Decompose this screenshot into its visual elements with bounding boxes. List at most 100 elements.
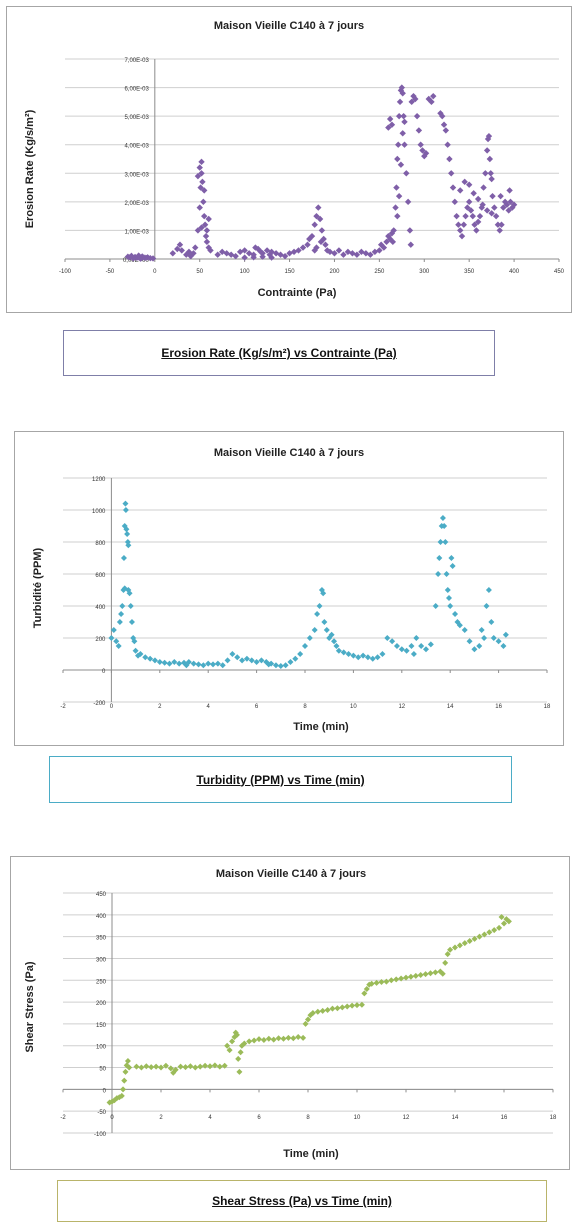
data-point — [452, 944, 458, 951]
x-tick-label: 0 — [153, 269, 157, 275]
data-point — [196, 164, 203, 171]
data-point — [321, 619, 328, 625]
data-point — [125, 542, 132, 549]
data-point — [384, 635, 391, 641]
data-point — [116, 619, 123, 625]
data-point — [113, 638, 120, 645]
data-point — [316, 215, 324, 223]
data-point — [486, 155, 494, 163]
data-point — [314, 1008, 321, 1015]
x-axis-label: Contrainte (Pa) — [258, 287, 337, 299]
x-tick-label: 6 — [257, 1115, 261, 1121]
data-point — [400, 112, 407, 120]
data-point — [488, 619, 495, 625]
data-point — [260, 1037, 267, 1044]
data-point — [295, 247, 302, 254]
data-point — [474, 218, 482, 226]
data-point — [135, 652, 142, 659]
data-point — [395, 192, 403, 200]
y-tick-label: -50 — [97, 1110, 106, 1116]
data-point — [329, 1005, 336, 1012]
data-point — [379, 651, 386, 657]
data-point — [258, 657, 265, 664]
data-point — [476, 933, 483, 940]
chart-title: Maison Vieille C140 à 7 jours — [214, 20, 364, 32]
data-point — [466, 938, 473, 944]
data-point — [147, 655, 154, 662]
data-point — [386, 115, 394, 123]
x-tick-label: 0 — [110, 704, 114, 710]
chart-panel-turbidity: Maison Vieille C140 à 7 jours -200 0 200 40… — [14, 431, 564, 746]
data-point — [251, 1037, 258, 1044]
data-point — [422, 150, 430, 157]
data-point — [413, 112, 421, 120]
data-point — [448, 555, 455, 561]
data-point — [447, 603, 454, 609]
y-tick-label: 400 — [96, 914, 107, 920]
data-point — [275, 1035, 282, 1042]
data-point — [446, 155, 453, 163]
data-point — [323, 627, 330, 633]
data-point — [344, 1003, 351, 1010]
data-point — [319, 1007, 326, 1014]
data-point — [491, 927, 498, 934]
data-point — [479, 201, 486, 208]
data-point — [214, 251, 221, 258]
x-tick-label: 6 — [255, 704, 259, 710]
x-tick-label: 150 — [285, 269, 296, 275]
y-axis-label: Turbidité (PPM) — [32, 547, 44, 628]
data-point — [478, 627, 485, 633]
data-point — [480, 184, 487, 191]
data-point — [190, 660, 197, 667]
data-point — [461, 178, 468, 186]
data-point — [196, 204, 203, 211]
x-tick-label: 400 — [509, 269, 520, 275]
data-point — [148, 1064, 155, 1071]
caption-text: Erosion Rate (Kg/s/m²) vs Contrainte (Pa… — [161, 346, 397, 360]
data-point — [471, 935, 478, 942]
data-point — [458, 232, 466, 240]
data-point — [205, 215, 212, 223]
y-axis-label: Erosion Rate (Kg/s/m²) — [24, 109, 36, 228]
data-point — [340, 649, 347, 656]
y-tick-label: 0 — [102, 669, 106, 675]
data-point — [224, 1042, 231, 1049]
data-point — [187, 1063, 194, 1070]
data-point — [120, 1086, 127, 1093]
data-point — [503, 916, 510, 923]
x-tick-label: 12 — [398, 704, 405, 710]
data-point — [339, 1004, 346, 1011]
data-point — [227, 251, 235, 258]
data-point — [126, 1064, 133, 1071]
data-point — [202, 232, 210, 240]
x-tick-label: 8 — [303, 704, 307, 710]
data-point — [505, 918, 512, 925]
data-point — [439, 970, 446, 977]
data-point — [353, 251, 361, 258]
x-tick-label: 200 — [329, 269, 340, 275]
data-point — [285, 1034, 292, 1041]
data-point — [435, 571, 442, 577]
data-point — [417, 972, 424, 979]
data-points — [108, 500, 509, 669]
data-point — [437, 539, 444, 545]
data-point — [393, 184, 400, 191]
data-point — [457, 187, 464, 194]
data-point — [166, 660, 173, 667]
data-point — [422, 971, 429, 978]
data-point — [232, 252, 239, 260]
data-point — [118, 1092, 125, 1099]
data-point — [108, 635, 115, 641]
erosion-rate-chart: Maison Vieille C140 à 7 jours 0,00E+00 1,… — [24, 20, 565, 299]
data-point — [397, 161, 405, 168]
data-point — [486, 929, 493, 936]
data-point — [368, 980, 375, 987]
data-point — [363, 986, 370, 992]
data-point — [449, 184, 457, 191]
data-point — [358, 1001, 365, 1008]
x-tick-label: 16 — [495, 704, 502, 710]
data-point — [378, 979, 385, 986]
data-point — [488, 210, 495, 217]
data-point — [153, 1063, 160, 1070]
data-point — [122, 1068, 129, 1075]
